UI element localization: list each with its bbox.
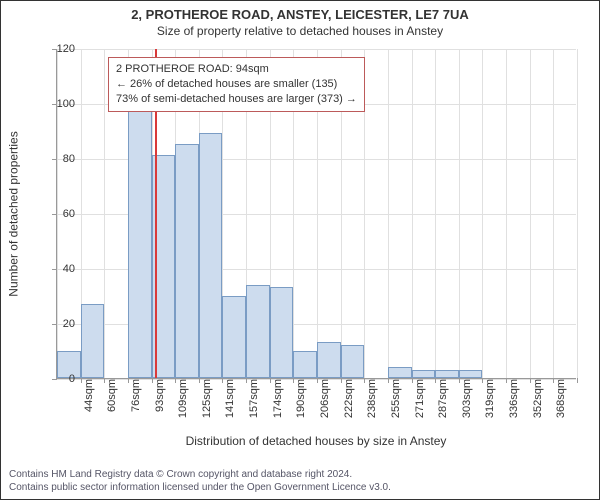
xtick-label: 238sqm (366, 379, 378, 418)
xtick-label: 255sqm (390, 379, 402, 418)
annotation-box: 2 PROTHEROE ROAD: 94sqm ← 26% of detache… (108, 57, 365, 112)
xtick-label: 222sqm (343, 379, 355, 418)
xtick-mark (412, 378, 413, 383)
xtick-label: 109sqm (177, 379, 189, 418)
annotation-line-2: ← 26% of detached houses are smaller (13… (116, 77, 357, 92)
xtick-mark (128, 378, 129, 383)
xtick-mark (388, 378, 389, 383)
xtick-label: 157sqm (248, 379, 260, 418)
xtick-mark (152, 378, 153, 383)
histogram-bar (175, 144, 199, 378)
histogram-bar (222, 296, 246, 379)
ytick-label: 120 (47, 43, 75, 55)
gridline-v (553, 49, 554, 378)
page-title: 2, PROTHEROE ROAD, ANSTEY, LEICESTER, LE… (1, 7, 599, 22)
ytick-label: 0 (47, 373, 75, 385)
chart-area: 44sqm60sqm76sqm93sqm109sqm125sqm141sqm15… (56, 49, 576, 379)
histogram-bar (317, 342, 341, 378)
xtick-mark (81, 378, 82, 383)
xtick-label: 141sqm (224, 379, 236, 418)
histogram-bar (270, 287, 294, 378)
gridline-v (577, 49, 578, 378)
xtick-label: 287sqm (437, 379, 449, 418)
xtick-label: 76sqm (130, 379, 142, 412)
gridline-v (104, 49, 105, 378)
xtick-label: 125sqm (201, 379, 213, 418)
gridline-v (506, 49, 507, 378)
xtick-label: 352sqm (532, 379, 544, 418)
xtick-mark (270, 378, 271, 383)
xtick-label: 336sqm (508, 379, 520, 418)
xtick-mark (341, 378, 342, 383)
xtick-mark (530, 378, 531, 383)
gridline-v (482, 49, 483, 378)
xtick-mark (459, 378, 460, 383)
xtick-label: 174sqm (272, 379, 284, 418)
y-axis-label: Number of detached properties (7, 49, 21, 379)
chart-container: 2, PROTHEROE ROAD, ANSTEY, LEICESTER, LE… (0, 0, 600, 500)
xtick-label: 271sqm (414, 379, 426, 418)
annotation-line-3: 73% of semi-detached houses are larger (… (116, 92, 357, 107)
xtick-label: 44sqm (83, 379, 95, 412)
footer-line-1: Contains HM Land Registry data © Crown c… (9, 468, 391, 481)
page-subtitle: Size of property relative to detached ho… (1, 24, 599, 38)
xtick-label: 319sqm (484, 379, 496, 418)
histogram-bar (435, 370, 459, 378)
footer-text: Contains HM Land Registry data © Crown c… (9, 468, 391, 494)
xtick-label: 206sqm (319, 379, 331, 418)
ytick-label: 80 (47, 153, 75, 165)
gridline-v (412, 49, 413, 378)
ytick-label: 100 (47, 98, 75, 110)
xtick-mark (506, 378, 507, 383)
gridline-v (388, 49, 389, 378)
histogram-bar (81, 304, 105, 378)
xtick-mark (317, 378, 318, 383)
ytick-label: 60 (47, 208, 75, 220)
histogram-bar (199, 133, 223, 378)
xtick-mark (199, 378, 200, 383)
xtick-label: 93sqm (154, 379, 166, 412)
x-axis-label: Distribution of detached houses by size … (56, 434, 576, 448)
histogram-bar (459, 370, 483, 378)
histogram-bar (128, 111, 152, 378)
gridline-v (459, 49, 460, 378)
gridline-v (530, 49, 531, 378)
ytick-label: 20 (47, 318, 75, 330)
histogram-bar (246, 285, 270, 379)
histogram-bar (293, 351, 317, 379)
histogram-bar (341, 345, 365, 378)
xtick-label: 368sqm (555, 379, 567, 418)
xtick-mark (246, 378, 247, 383)
xtick-label: 190sqm (295, 379, 307, 418)
gridline-v (435, 49, 436, 378)
xtick-mark (577, 378, 578, 383)
xtick-label: 60sqm (106, 379, 118, 412)
xtick-label: 303sqm (461, 379, 473, 418)
annotation-line-1: 2 PROTHEROE ROAD: 94sqm (116, 62, 357, 77)
histogram-bar (412, 370, 436, 378)
ytick-label: 40 (47, 263, 75, 275)
histogram-bar (388, 367, 412, 378)
footer-line-2: Contains public sector information licen… (9, 481, 391, 494)
